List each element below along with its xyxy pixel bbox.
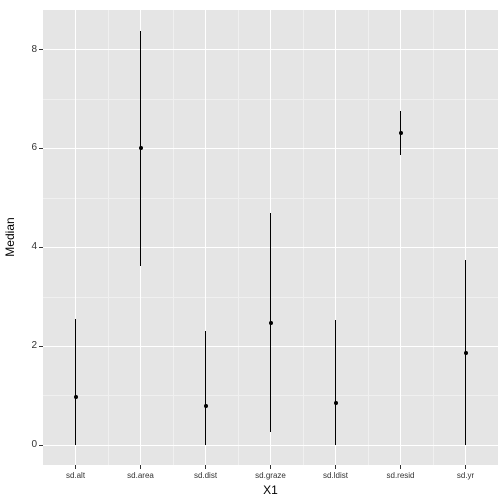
y-tick-label: 2 [7, 340, 37, 351]
x-tick-mark [75, 465, 76, 469]
x-tick-label: sd.resid [386, 471, 414, 480]
median-point [464, 351, 468, 355]
x-tick-mark [400, 465, 401, 469]
median-point [74, 395, 78, 399]
y-tick-mark [39, 445, 43, 446]
grid-minor-v [108, 10, 109, 465]
x-tick-mark [270, 465, 271, 469]
y-tick-label: 8 [7, 44, 37, 55]
x-tick-mark [335, 465, 336, 469]
median-point [399, 131, 403, 135]
error-bar [205, 331, 206, 445]
y-tick-label: 0 [7, 439, 37, 450]
x-tick-mark [465, 465, 466, 469]
y-tick-label: 6 [7, 142, 37, 153]
grid-minor-v [368, 10, 369, 465]
x-tick-mark [205, 465, 206, 469]
grid-minor-v [238, 10, 239, 465]
error-bar [335, 320, 336, 445]
y-tick-mark [39, 346, 43, 347]
x-tick-label: sd.yr [457, 471, 474, 480]
error-bar [75, 319, 76, 445]
median-point [334, 401, 338, 405]
median-point [269, 321, 273, 325]
grid-minor-v [173, 10, 174, 465]
y-tick-mark [39, 49, 43, 50]
x-tick-label: sd.dist [194, 471, 217, 480]
x-tick-mark [140, 465, 141, 469]
y-tick-mark [39, 247, 43, 248]
grid-minor-v [303, 10, 304, 465]
y-tick-mark [39, 148, 43, 149]
grid-major-v [400, 10, 401, 465]
y-axis-title: Median [3, 187, 17, 287]
x-axis-title: X1 [263, 483, 278, 497]
median-point [139, 146, 143, 150]
grid-minor-v [433, 10, 434, 465]
x-tick-label: sd.ldist [323, 471, 348, 480]
median-point [204, 404, 208, 408]
x-tick-label: sd.graze [255, 471, 286, 480]
median-pointrange-chart: 02468 sd.altsd.areasd.distsd.grazesd.ldi… [0, 0, 504, 504]
x-tick-label: sd.alt [66, 471, 85, 480]
x-tick-label: sd.area [127, 471, 154, 480]
